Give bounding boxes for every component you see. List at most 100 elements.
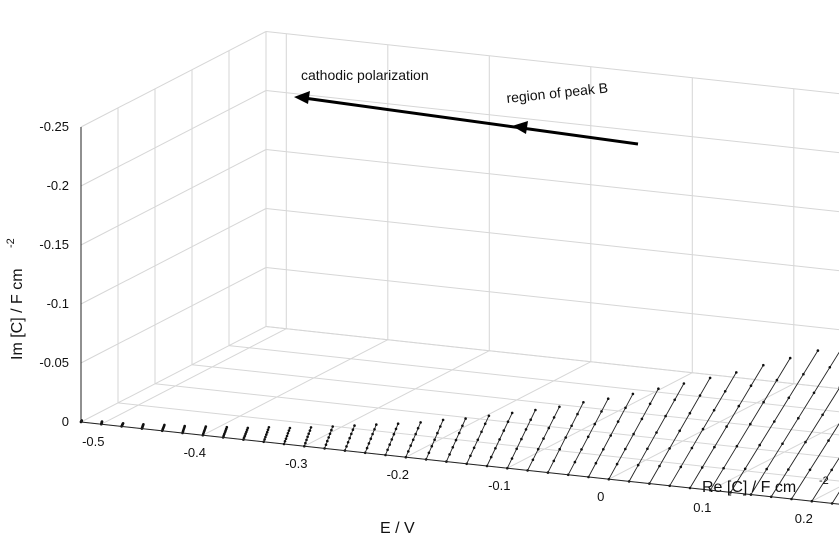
data-point	[371, 432, 374, 436]
data-point	[787, 396, 791, 400]
data-point	[636, 463, 640, 467]
grid-line	[80, 31, 267, 128]
data-point	[648, 402, 652, 406]
data-point	[461, 424, 464, 428]
data-point	[679, 465, 683, 469]
data-point	[602, 448, 605, 451]
data-point	[802, 372, 805, 376]
cathodic-arrow-line	[303, 96, 639, 146]
data-point	[593, 422, 597, 426]
grid-line	[80, 90, 267, 187]
data-point	[267, 426, 271, 429]
data-point	[765, 467, 768, 471]
data-point	[735, 444, 739, 448]
data-point	[600, 410, 603, 413]
data-point	[606, 397, 610, 401]
data-point	[547, 426, 551, 430]
data-point	[436, 431, 439, 435]
data-point	[243, 434, 247, 438]
z-tick-label: -0.2	[47, 178, 69, 193]
data-point	[658, 464, 661, 468]
data-point	[722, 466, 725, 470]
data-point	[631, 392, 635, 396]
data-point	[439, 425, 442, 428]
data-point	[331, 425, 335, 428]
data-point	[284, 437, 288, 441]
data-point	[264, 435, 267, 439]
data-point	[700, 466, 704, 469]
data-point	[615, 462, 619, 466]
data-point	[346, 441, 350, 444]
data-point	[225, 425, 229, 429]
grid-line	[265, 31, 839, 95]
data-point	[586, 435, 590, 439]
x-tick-label: 0.2	[795, 511, 813, 526]
data-point	[433, 438, 436, 442]
data-point	[348, 436, 352, 440]
data-point	[749, 384, 753, 388]
data-point	[330, 428, 333, 432]
data-point	[558, 405, 561, 409]
data-point	[723, 390, 727, 393]
x-tick-label: -0.3	[285, 456, 307, 471]
data-point	[394, 427, 398, 431]
data-point	[350, 432, 353, 436]
z-tick-label: -0.05	[39, 355, 69, 370]
data-point	[304, 441, 307, 445]
z-tick-label: -0.15	[39, 237, 69, 252]
data-point	[265, 430, 269, 434]
data-point	[775, 378, 779, 382]
grid-line	[265, 208, 839, 272]
x-tick-label: -0.5	[82, 434, 104, 449]
data-point	[204, 425, 208, 428]
data-point	[451, 446, 455, 449]
data-point	[735, 371, 738, 374]
data-point	[457, 431, 461, 435]
data-point	[830, 468, 833, 472]
data-point	[414, 432, 418, 436]
data-point	[624, 406, 627, 410]
data-point	[542, 437, 545, 440]
data-point	[788, 356, 792, 360]
data-point	[386, 448, 389, 452]
grid-line	[191, 364, 839, 436]
z-axis-label: Im [C] / F cm -2	[5, 238, 26, 360]
grid-line	[710, 423, 839, 491]
data-point	[713, 445, 716, 449]
data-point	[804, 440, 807, 444]
grid-layer	[80, 31, 839, 505]
data-point	[762, 400, 765, 404]
data-point	[441, 418, 445, 422]
data-point	[183, 424, 186, 428]
data-point	[430, 444, 434, 448]
data-point	[552, 416, 556, 419]
x-tick-label: 0	[597, 489, 604, 504]
data-point	[396, 422, 400, 426]
data-point	[506, 420, 510, 424]
data-point	[100, 420, 104, 423]
cathodic-arrow-head	[294, 91, 310, 104]
axis-layer: -0.5-0.4-0.3-0.2-0.100.10.20.30.40.500.0…	[39, 119, 839, 526]
grid-line	[202, 339, 389, 436]
data-point	[390, 438, 394, 441]
data-point	[307, 432, 311, 436]
axis-labels: E / V Re [C] / F cm -2 Im [C] / F cm -2	[5, 238, 829, 537]
data-point	[510, 457, 514, 460]
grid-line	[80, 326, 267, 423]
data-point	[353, 424, 356, 427]
data-point	[409, 444, 413, 447]
trace-line	[770, 387, 839, 498]
data-point	[816, 349, 820, 352]
x-axis-label: E / V	[380, 520, 415, 537]
data-point	[308, 429, 312, 432]
data-point	[489, 455, 493, 459]
data-point	[375, 423, 378, 426]
trace-line	[831, 491, 839, 504]
data-point	[480, 430, 483, 434]
data-point	[328, 432, 332, 436]
data-point	[781, 442, 784, 446]
data-point	[787, 468, 790, 471]
data-point	[725, 425, 728, 428]
data-point	[427, 451, 431, 455]
data-point	[163, 423, 166, 427]
